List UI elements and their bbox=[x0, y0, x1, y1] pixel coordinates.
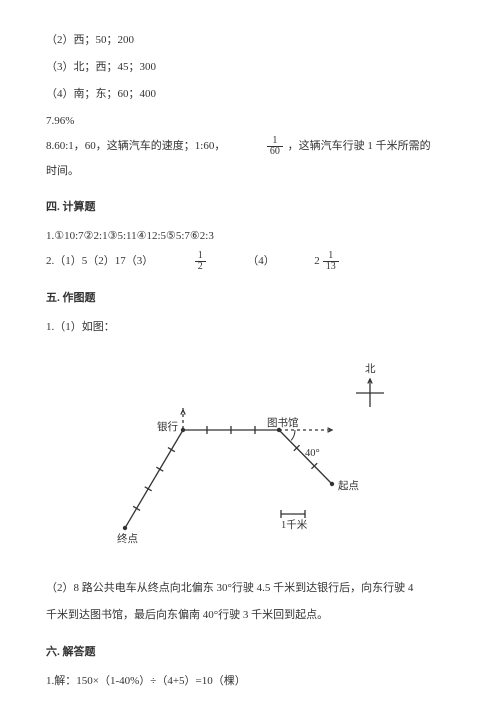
answer-8-pre: 8.60:1，60，这辆汽车的速度；1:60， bbox=[46, 140, 225, 152]
svg-text:北: 北 bbox=[365, 363, 376, 375]
svg-text:1千米: 1千米 bbox=[281, 518, 308, 531]
route-diagram: 40° 终点 银行 图书馆起点 北 1千米 bbox=[70, 358, 430, 558]
answer-8-post: ，这辆汽车行驶 1 千米所需的 bbox=[288, 140, 431, 152]
s4-q2-lead: 2.（1）5（2）17（3） bbox=[46, 255, 153, 267]
answer-4: （4）南；东；60；400 bbox=[46, 84, 454, 105]
answer-2: （2）西；50；200 bbox=[46, 30, 454, 51]
s6-q1: 1.解：150×（1-40%）÷（4+5）=10（棵） bbox=[46, 671, 454, 692]
s5-q1: 1.（1）如图： bbox=[46, 317, 454, 338]
frac-num: 1 bbox=[323, 251, 339, 261]
svg-text:起点: 起点 bbox=[338, 480, 359, 492]
section-5-title: 五. 作图题 bbox=[46, 288, 454, 309]
s5-q2-l2: 千米到达图书馆，最后向东偏南 40°行驶 3 千米回到起点。 bbox=[46, 605, 454, 626]
frac-num: 1 bbox=[195, 251, 206, 261]
s4-q2-mid: （4） bbox=[247, 255, 275, 267]
fraction-1-2: 1 2 bbox=[195, 251, 206, 272]
svg-text:银行: 银行 bbox=[157, 420, 178, 433]
frac-den: 2 bbox=[195, 261, 206, 272]
answer-7: 7.96% bbox=[46, 111, 454, 132]
section-6-title: 六. 解答题 bbox=[46, 642, 454, 663]
svg-text:40°: 40° bbox=[305, 448, 320, 459]
frac-num: 1 bbox=[267, 136, 283, 146]
answer-3: （3）北；西；45；300 bbox=[46, 57, 454, 78]
frac-den: 60 bbox=[267, 146, 283, 157]
s4-q1: 1.①10:7②2:1③5:11④12:5⑤5:7⑥2:3 bbox=[46, 226, 454, 247]
section-4-title: 四. 计算题 bbox=[46, 197, 454, 218]
answer-8: 8.60:1，60，这辆汽车的速度；1:60， 1 60 ，这辆汽车行驶 1 千… bbox=[46, 136, 454, 157]
s4-q2: 2.（1）5（2）17（3） 1 2 （4） 2 1 13 bbox=[46, 251, 454, 272]
svg-text:图书馆: 图书馆 bbox=[267, 416, 299, 429]
fraction-1-60: 1 60 bbox=[267, 136, 283, 157]
s5-q2-l1: （2）8 路公共电车从终点向北偏东 30°行驶 4.5 千米到达银行后，向东行驶… bbox=[46, 578, 454, 599]
frac-den: 13 bbox=[323, 261, 339, 272]
mixed-whole: 2 bbox=[314, 251, 320, 272]
answer-8-line2: 时间。 bbox=[46, 161, 454, 182]
mixed-2-1-13: 2 1 13 bbox=[314, 251, 341, 272]
svg-text:终点: 终点 bbox=[117, 532, 138, 545]
